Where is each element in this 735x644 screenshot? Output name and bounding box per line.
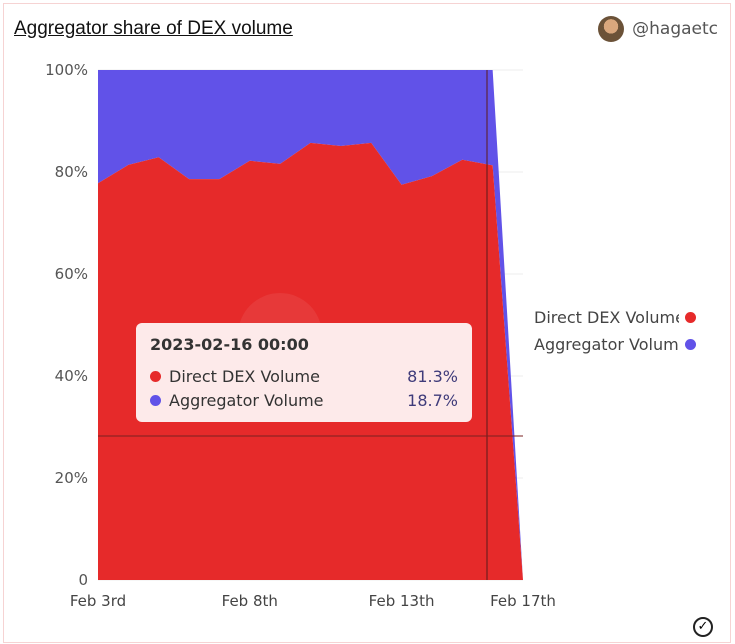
- tooltip: 2023-02-16 00:00 Direct DEX Volume 81.3%…: [136, 323, 472, 422]
- tooltip-value: 18.7%: [407, 390, 458, 410]
- x-tick-label: Feb 13th: [369, 592, 435, 610]
- y-tick-label: 80%: [55, 163, 88, 181]
- direct-dot-icon: [150, 370, 161, 382]
- aggregator-dot-icon: [150, 394, 161, 406]
- y-tick-label: 100%: [45, 61, 88, 79]
- tooltip-label: Direct DEX Volume: [169, 366, 320, 386]
- tooltip-row-direct: Direct DEX Volume 81.3%: [150, 364, 458, 388]
- series-area-aggregator: [98, 70, 523, 580]
- x-tick-label: Feb 8th: [222, 592, 278, 610]
- author-handle: @hagaetc: [632, 19, 718, 39]
- check-circle-icon[interactable]: ✓: [693, 617, 713, 637]
- y-tick-label: 20%: [55, 469, 88, 487]
- legend-label: Direct DEX Volume: [534, 308, 680, 327]
- legend: Direct DEX Volume Aggregator Volume: [534, 304, 704, 358]
- tooltip-value: 81.3%: [407, 366, 458, 386]
- y-tick-label: 40%: [55, 367, 88, 385]
- tooltip-row-aggregator: Aggregator Volume 18.7%: [150, 388, 458, 412]
- direct-dot-icon: [685, 312, 696, 323]
- y-tick-label: 60%: [55, 265, 88, 283]
- x-tick-label: Feb 3rd: [70, 592, 126, 610]
- legend-label: Aggregator Volume: [534, 335, 680, 354]
- x-tick-label: Feb 17th: [490, 592, 556, 610]
- tooltip-label: Aggregator Volume: [169, 390, 324, 410]
- legend-item-direct[interactable]: Direct DEX Volume: [534, 304, 704, 331]
- tooltip-date: 2023-02-16 00:00: [150, 335, 309, 354]
- chart-title[interactable]: Aggregator share of DEX volume: [14, 18, 293, 39]
- aggregator-dot-icon: [685, 339, 696, 350]
- legend-item-aggregator[interactable]: Aggregator Volume: [534, 331, 704, 358]
- author[interactable]: @hagaetc: [598, 16, 718, 42]
- avatar: [598, 16, 625, 42]
- y-tick-label: 0: [78, 571, 88, 589]
